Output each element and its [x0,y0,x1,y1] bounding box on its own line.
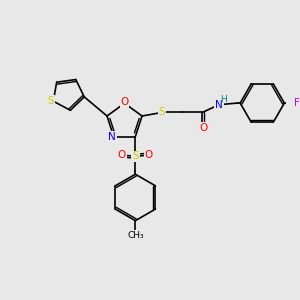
Text: N: N [108,132,116,142]
Text: S: S [47,96,54,106]
Text: CH₃: CH₃ [127,231,144,240]
Text: S: S [159,107,165,118]
Text: O: O [120,97,129,107]
Text: O: O [118,150,126,160]
Text: O: O [200,123,208,133]
Text: H: H [220,94,226,103]
Text: O: O [145,150,153,160]
Text: N: N [215,100,223,110]
Text: S: S [132,152,139,161]
Text: F: F [294,98,300,108]
